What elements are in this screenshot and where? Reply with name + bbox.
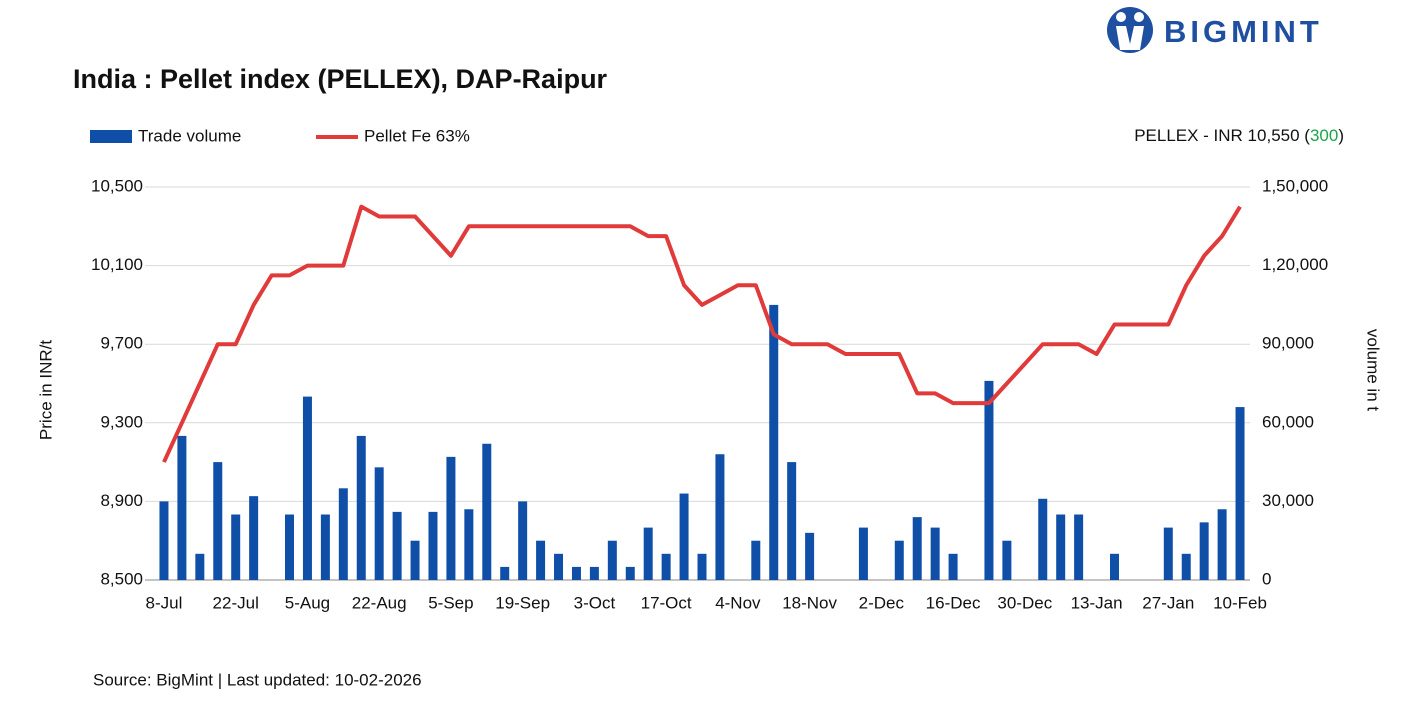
legend-swatch bbox=[90, 130, 132, 143]
bar bbox=[159, 501, 169, 580]
bar bbox=[715, 454, 725, 580]
legend-label: Pellet Fe 63% bbox=[364, 126, 470, 145]
x-tick-label: 13-Jan bbox=[1071, 593, 1123, 612]
bar bbox=[1163, 527, 1173, 580]
y-tick-label: 8,500 bbox=[100, 569, 143, 588]
x-tick-label: 22-Aug bbox=[352, 593, 407, 612]
x-tick-label: 3-Oct bbox=[574, 593, 616, 612]
bar bbox=[1038, 498, 1048, 580]
bar bbox=[285, 514, 295, 580]
y-tick-label: 8,900 bbox=[100, 491, 143, 510]
x-tick-label: 10-Feb bbox=[1213, 593, 1267, 612]
y-axis-title: Price in INR/t bbox=[36, 340, 55, 440]
x-tick-label: 17-Oct bbox=[641, 593, 692, 612]
line-series bbox=[162, 204, 1242, 463]
y2-tick-label: 90,000 bbox=[1262, 334, 1314, 353]
x-tick-label: 4-Nov bbox=[715, 593, 761, 612]
logo-icon bbox=[1107, 7, 1153, 53]
bar bbox=[948, 553, 958, 580]
bar bbox=[1235, 407, 1245, 580]
bar bbox=[769, 304, 779, 580]
x-tick-label: 19-Sep bbox=[495, 593, 550, 612]
bar bbox=[1002, 540, 1012, 580]
bar bbox=[625, 566, 635, 580]
logo-text: BIGMINT bbox=[1164, 14, 1323, 49]
source-note: Source: BigMint | Last updated: 10-02-20… bbox=[93, 670, 422, 689]
bar bbox=[1199, 522, 1209, 580]
bar bbox=[643, 527, 653, 580]
bar bbox=[697, 553, 707, 580]
bar bbox=[571, 566, 581, 580]
y-tick-label: 9,700 bbox=[100, 334, 143, 353]
x-tick-label: 8-Jul bbox=[146, 593, 183, 612]
x-tick-label: 18-Nov bbox=[782, 593, 837, 612]
bar bbox=[320, 514, 330, 580]
bar bbox=[858, 527, 868, 580]
bar bbox=[1056, 514, 1066, 580]
bar bbox=[787, 462, 797, 580]
bar bbox=[482, 443, 492, 580]
bar bbox=[338, 488, 348, 580]
bar bbox=[249, 496, 259, 580]
bar bbox=[984, 380, 994, 580]
x-tick-label: 2-Dec bbox=[859, 593, 905, 612]
bar bbox=[428, 511, 438, 580]
y-tick-label: 10,100 bbox=[91, 255, 143, 274]
bar bbox=[500, 566, 510, 580]
y2-tick-label: 1,50,000 bbox=[1262, 176, 1328, 195]
index-header: PELLEX - INR 10,550 (300) bbox=[1134, 126, 1344, 145]
bar bbox=[446, 456, 456, 580]
bar bbox=[392, 511, 402, 580]
bar bbox=[1181, 553, 1191, 580]
legend-label: Trade volume bbox=[138, 126, 241, 145]
bar bbox=[589, 566, 599, 580]
y-tick-label: 9,300 bbox=[100, 412, 143, 431]
bar bbox=[912, 517, 922, 580]
index-change: 300 bbox=[1310, 126, 1338, 145]
bar bbox=[751, 540, 761, 580]
bar bbox=[356, 435, 366, 580]
bar bbox=[195, 553, 205, 580]
x-tick-label: 5-Aug bbox=[285, 593, 330, 612]
bar bbox=[518, 501, 528, 580]
y2-axis-title: volume in t bbox=[1364, 329, 1383, 411]
bar bbox=[464, 509, 474, 580]
bar bbox=[805, 532, 815, 580]
y-tick-label: 10,500 bbox=[91, 176, 143, 195]
bar bbox=[1217, 509, 1227, 580]
x-tick-label: 5-Sep bbox=[428, 593, 473, 612]
y2-tick-label: 30,000 bbox=[1262, 491, 1314, 510]
bar bbox=[554, 553, 564, 580]
y2-tick-label: 1,20,000 bbox=[1262, 255, 1328, 274]
bar bbox=[930, 527, 940, 580]
bar bbox=[661, 553, 671, 580]
index-suffix: ) bbox=[1338, 126, 1344, 145]
bar bbox=[410, 540, 420, 580]
y2-tick-label: 60,000 bbox=[1262, 412, 1314, 431]
x-tick-label: 27-Jan bbox=[1142, 593, 1194, 612]
index-label: PELLEX - INR 10,550 ( bbox=[1134, 126, 1310, 145]
x-tick-label: 22-Jul bbox=[213, 593, 259, 612]
bar bbox=[1074, 514, 1084, 580]
bar bbox=[1109, 553, 1119, 580]
bar bbox=[177, 435, 187, 580]
bar bbox=[894, 540, 904, 580]
bar bbox=[607, 540, 617, 580]
x-tick-label: 16-Dec bbox=[926, 593, 981, 612]
bar bbox=[536, 540, 546, 580]
bar bbox=[213, 462, 223, 580]
bar bbox=[679, 493, 689, 580]
bar bbox=[374, 467, 384, 580]
chart-title: India : Pellet index (PELLEX), DAP-Raipu… bbox=[73, 64, 608, 94]
bar bbox=[231, 514, 241, 580]
y2-tick-label: 0 bbox=[1262, 569, 1271, 588]
bar bbox=[302, 396, 312, 580]
x-tick-label: 30-Dec bbox=[997, 593, 1052, 612]
